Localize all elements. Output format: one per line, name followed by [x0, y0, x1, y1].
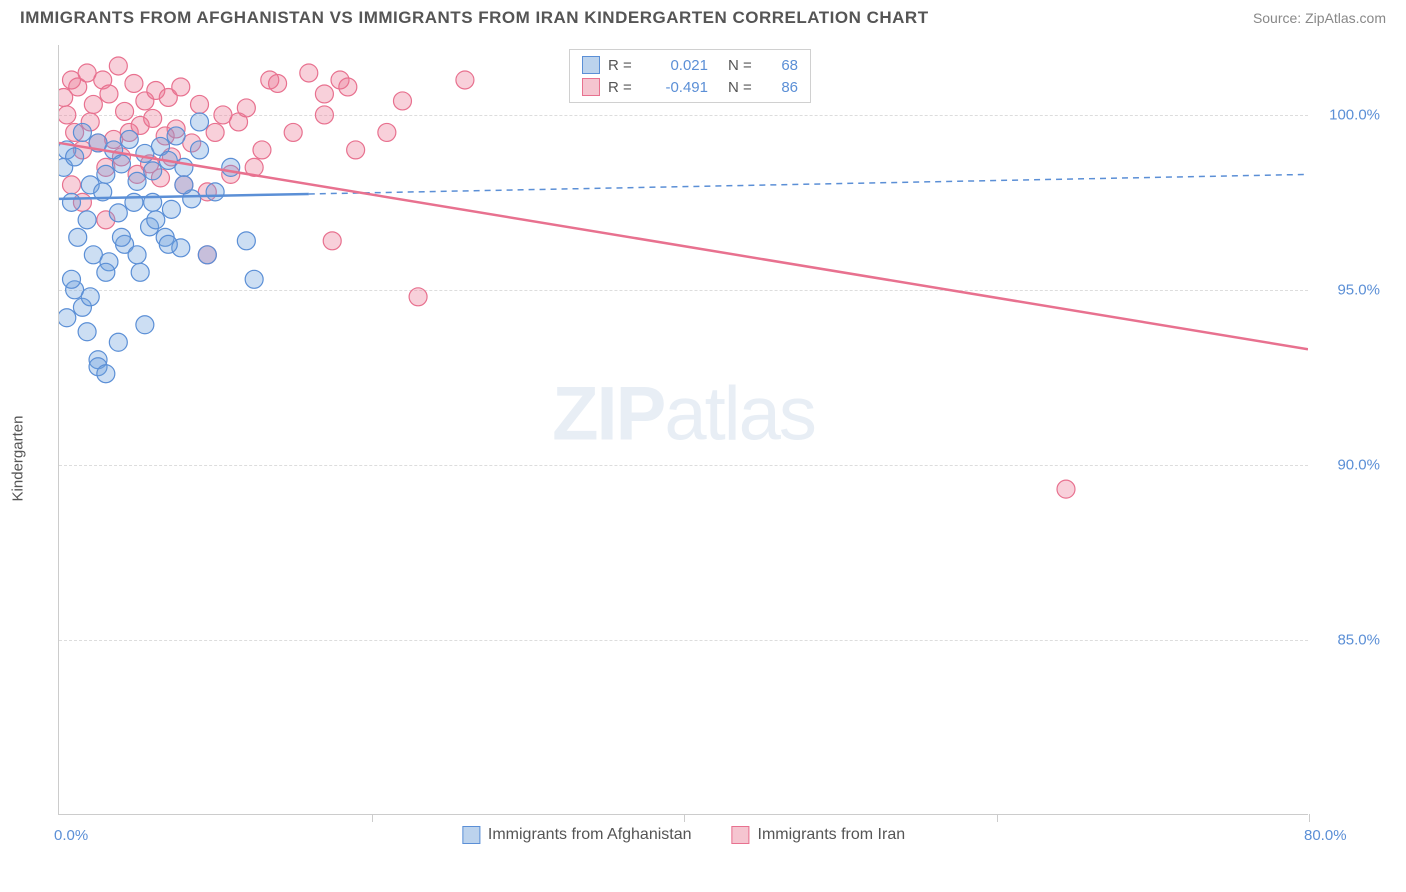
data-point: [144, 109, 162, 127]
source-attribution: Source: ZipAtlas.com: [1253, 10, 1386, 26]
swatch-iran-icon: [732, 826, 750, 844]
data-point: [78, 323, 96, 341]
data-point: [175, 176, 193, 194]
data-point: [62, 270, 80, 288]
data-point: [284, 123, 302, 141]
swatch-afghanistan: [582, 56, 600, 74]
data-point: [112, 155, 130, 173]
data-point: [109, 204, 127, 222]
data-point: [206, 183, 224, 201]
data-point: [128, 246, 146, 264]
legend-item-afghanistan: Immigrants from Afghanistan: [462, 826, 692, 844]
x-tick: [1309, 814, 1310, 822]
data-point: [97, 165, 115, 183]
data-point: [269, 74, 287, 92]
data-point: [128, 172, 146, 190]
data-point: [100, 85, 118, 103]
data-point: [378, 123, 396, 141]
chart-container: Kindergarten ZIPatlas R = 0.021 N = 68 R…: [48, 45, 1388, 855]
data-point: [125, 74, 143, 92]
data-point: [59, 309, 76, 327]
y-tick-label: 90.0%: [1337, 457, 1380, 474]
x-tick: [372, 814, 373, 822]
data-point: [323, 232, 341, 250]
data-point: [84, 95, 102, 113]
data-point: [393, 92, 411, 110]
data-point: [300, 64, 318, 82]
data-point: [69, 228, 87, 246]
data-point: [191, 113, 209, 131]
data-point: [159, 235, 177, 253]
y-tick-label: 95.0%: [1337, 282, 1380, 299]
data-point: [339, 78, 357, 96]
data-point: [198, 246, 216, 264]
x-tick: [997, 814, 998, 822]
data-point: [62, 176, 80, 194]
legend-row-afghanistan: R = 0.021 N = 68: [582, 54, 798, 76]
data-point: [59, 106, 76, 124]
data-point: [175, 158, 193, 176]
data-point: [167, 127, 185, 145]
x-tick-label: 0.0%: [54, 827, 88, 844]
data-point: [222, 158, 240, 176]
swatch-afghanistan-icon: [462, 826, 480, 844]
data-point: [245, 270, 263, 288]
data-point: [162, 200, 180, 218]
data-point: [116, 102, 134, 120]
data-point: [191, 95, 209, 113]
swatch-iran: [582, 78, 600, 96]
data-point: [97, 263, 115, 281]
legend-row-iran: R = -0.491 N = 86: [582, 76, 798, 98]
y-tick-label: 85.0%: [1337, 632, 1380, 649]
y-axis-label: Kindergarten: [10, 416, 27, 502]
data-point: [237, 232, 255, 250]
data-point: [172, 78, 190, 96]
data-point: [62, 193, 80, 211]
data-point: [456, 71, 474, 89]
data-point: [315, 85, 333, 103]
data-point: [1057, 480, 1075, 498]
data-point: [78, 211, 96, 229]
data-point: [73, 123, 91, 141]
data-point: [136, 316, 154, 334]
series-legend: Immigrants from Afghanistan Immigrants f…: [462, 826, 905, 844]
data-point: [315, 106, 333, 124]
plot-area: ZIPatlas R = 0.021 N = 68 R = -0.491 N =…: [58, 45, 1308, 815]
data-point: [144, 162, 162, 180]
data-point: [347, 141, 365, 159]
data-point: [131, 263, 149, 281]
data-point: [109, 57, 127, 75]
data-point: [237, 99, 255, 117]
data-point: [109, 333, 127, 351]
data-point: [253, 141, 271, 159]
trend-line-dashed: [309, 174, 1308, 194]
data-point: [112, 228, 130, 246]
data-point: [206, 123, 224, 141]
data-point: [409, 288, 427, 306]
data-point: [147, 211, 165, 229]
legend-item-iran: Immigrants from Iran: [732, 826, 906, 844]
correlation-legend: R = 0.021 N = 68 R = -0.491 N = 86: [569, 49, 811, 103]
x-tick-label: 80.0%: [1304, 827, 1347, 844]
data-point: [97, 365, 115, 383]
y-tick-label: 100.0%: [1329, 107, 1380, 124]
data-point: [120, 130, 138, 148]
data-point: [66, 148, 84, 166]
data-point: [191, 141, 209, 159]
scatter-svg: [59, 45, 1308, 814]
x-tick: [684, 814, 685, 822]
data-point: [81, 288, 99, 306]
chart-title: IMMIGRANTS FROM AFGHANISTAN VS IMMIGRANT…: [20, 8, 929, 28]
